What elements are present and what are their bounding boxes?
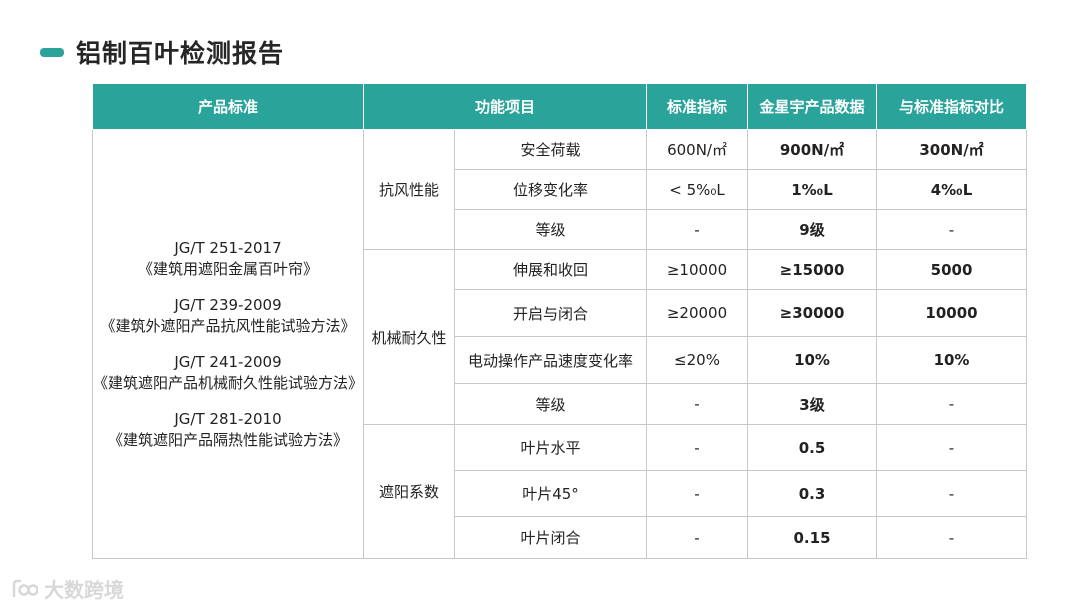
watermark-text: 大数跨境 [44,578,124,602]
item-cell: 等级 [453,383,648,425]
category-cell: 抗风性能 [363,129,455,250]
table-row: 电动操作产品速度变化率 ≤20% 10% 10% [93,336,1028,384]
indicator-cell: ≥20000 [646,289,749,337]
table-row: 等级 - 9级 - [93,209,1028,250]
standard-code: JG/T 241-2009 [174,352,282,371]
standard-name: 《建筑遮阳产品隔热性能试验方法》 [107,430,348,449]
product-value-cell: 0.15 [747,516,878,559]
header-comparison: 与标准指标对比 [876,83,1028,130]
product-value-cell: ≥30000 [747,289,878,337]
category-cell: 遮阳系数 [363,424,455,559]
table-row: 开启与闭合 ≥20000 ≥30000 10000 [93,289,1028,337]
table-row: JG/T 251-2017 《建筑用遮阳金属百叶帘》 JG/T 239-2009… [92,129,1028,559]
table-row: 位移变化率 < 5%₀L 1%₀L 4%₀L [93,169,1028,210]
comparison-cell: - [876,516,1028,559]
item-cell: 位移变化率 [453,169,648,210]
standard-code: JG/T 239-2009 [174,295,282,314]
test-report-table: 产品标准 功能项目 标准指标 金星宇产品数据 与标准指标对比 JG/T 251-… [92,83,1028,559]
standard-code: JG/T 281-2010 [174,409,282,428]
table-row: 叶片闭合 - 0.15 - [93,516,1028,559]
watermark: 大数跨境 [10,574,124,603]
indicator-cell: ≥10000 [646,249,749,290]
item-cell: 伸展和收回 [453,249,648,290]
product-value-cell: 0.3 [747,470,878,517]
standard-code: JG/T 251-2017 [174,238,282,257]
title-accent-bar [40,47,64,57]
item-cell: 等级 [453,209,648,250]
table-row: 叶片45° - 0.3 - [93,470,1028,517]
comparison-cell: - [876,383,1028,425]
item-cell: 安全荷载 [453,129,648,170]
standard-name: 《建筑外遮阳产品抗风性能试验方法》 [100,316,356,335]
indicator-cell: - [646,209,749,250]
indicator-cell: 600N/㎡ [646,129,749,170]
table-row: 遮阳系数 叶片水平 - 0.5 - [93,424,1028,559]
item-cell: 开启与闭合 [453,289,648,337]
indicator-cell: < 5%₀L [646,169,749,210]
product-value-cell: 10% [747,336,878,384]
item-cell: 叶片45° [453,470,648,517]
indicator-cell: ≤20% [646,336,749,384]
comparison-cell: 300N/㎡ [876,129,1028,170]
product-value-cell: ≥15000 [747,249,878,290]
standard-name: 《建筑用遮阳金属百叶帘》 [137,259,318,278]
product-value-cell: 900N/㎡ [747,129,878,170]
product-value-cell: 0.5 [747,424,878,471]
comparison-cell: 10% [876,336,1028,384]
indicator-cell: - [646,424,749,471]
indicator-cell: - [646,470,749,517]
comparison-cell: 5000 [876,249,1028,290]
product-standards-cell: JG/T 251-2017 《建筑用遮阳金属百叶帘》 JG/T 239-2009… [92,129,364,559]
watermark-logo-icon [12,579,38,597]
header-function-item: 功能项目 [362,83,648,130]
indicator-cell: - [646,383,749,425]
comparison-cell: - [876,470,1028,517]
header-product-data: 金星宇产品数据 [747,83,878,130]
table-header-row: 产品标准 功能项目 标准指标 金星宇产品数据 与标准指标对比 [92,83,1028,130]
item-cell: 叶片闭合 [453,516,648,559]
standard-name: 《建筑遮阳产品机械耐久性能试验方法》 [93,373,364,392]
product-value-cell: 9级 [747,209,878,250]
category-cell: 机械耐久性 [363,249,455,425]
comparison-cell: - [876,209,1028,250]
comparison-cell: - [876,424,1028,471]
header-standard: 产品标准 [92,83,364,130]
product-value-cell: 3级 [747,383,878,425]
product-value-cell: 1%₀L [747,169,878,210]
page-header: 铝制百叶检测报告 [40,34,284,70]
page-title: 铝制百叶检测报告 [76,39,285,68]
indicator-cell: - [646,516,749,559]
item-cell: 电动操作产品速度变化率 [453,336,648,384]
header-indicator: 标准指标 [646,83,749,130]
table-row: 机械耐久性 伸展和收回 ≥10000 ≥15000 5000 [93,249,1028,425]
comparison-cell: 4%₀L [876,169,1028,210]
item-cell: 叶片水平 [453,424,648,471]
comparison-cell: 10000 [876,289,1028,337]
